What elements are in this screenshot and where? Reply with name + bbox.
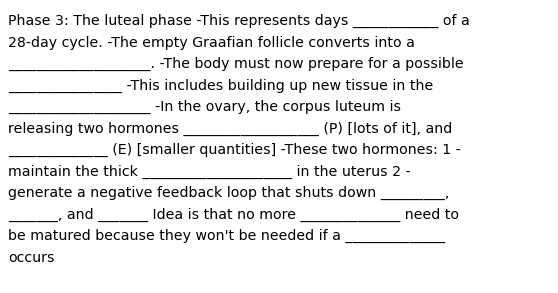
Text: ________________ -This includes building up new tissue in the: ________________ -This includes building…: [8, 79, 433, 93]
Text: ____________________. -The body must now prepare for a possible: ____________________. -The body must now…: [8, 57, 464, 71]
Text: be matured because they won't be needed if a ______________: be matured because they won't be needed …: [8, 229, 445, 243]
Text: _______, and _______ Idea is that no more ______________ need to: _______, and _______ Idea is that no mor…: [8, 207, 459, 222]
Text: Phase 3: The luteal phase -This represents days ____________ of a: Phase 3: The luteal phase -This represen…: [8, 14, 470, 28]
Text: generate a negative feedback loop that shuts down _________,: generate a negative feedback loop that s…: [8, 186, 449, 200]
Text: ____________________ -In the ovary, the corpus luteum is: ____________________ -In the ovary, the …: [8, 100, 401, 114]
Text: ______________ (E) [smaller quantities] -These two hormones: 1 -: ______________ (E) [smaller quantities] …: [8, 143, 461, 157]
Text: maintain the thick _____________________ in the uterus 2 -: maintain the thick _____________________…: [8, 164, 411, 179]
Text: releasing two hormones ___________________ (P) [lots of it], and: releasing two hormones _________________…: [8, 122, 452, 136]
Text: 28-day cycle. -The empty Graafian follicle converts into a: 28-day cycle. -The empty Graafian follic…: [8, 35, 415, 50]
Text: occurs: occurs: [8, 251, 55, 265]
